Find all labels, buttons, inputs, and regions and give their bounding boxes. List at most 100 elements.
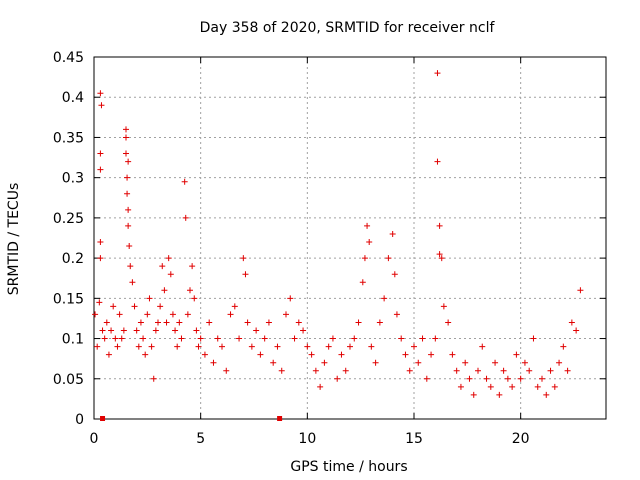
y-tick-label: 0.05 bbox=[53, 372, 84, 388]
x-tick-label: 0 bbox=[90, 431, 99, 447]
data-point bbox=[526, 367, 533, 374]
data-point bbox=[214, 335, 221, 342]
data-point bbox=[496, 391, 503, 398]
data-point bbox=[137, 319, 144, 326]
data-point bbox=[291, 335, 298, 342]
data-point bbox=[479, 343, 486, 350]
data-point bbox=[155, 319, 161, 326]
data-point bbox=[197, 335, 204, 342]
data-point bbox=[131, 303, 138, 310]
data-point bbox=[176, 319, 183, 326]
data-point bbox=[126, 243, 133, 250]
data-point bbox=[419, 335, 426, 342]
data-point bbox=[568, 319, 575, 326]
y-tick-label: 0.45 bbox=[53, 50, 84, 66]
data-point bbox=[312, 367, 319, 374]
data-point bbox=[334, 375, 341, 382]
chart-title: Day 358 of 2020, SRMTID for receiver ncl… bbox=[200, 20, 496, 36]
data-point bbox=[167, 271, 174, 278]
data-point bbox=[504, 375, 511, 382]
data-point bbox=[124, 174, 131, 181]
data-point bbox=[406, 367, 413, 374]
data-point bbox=[240, 255, 247, 262]
y-tick-label: 0.3 bbox=[62, 171, 84, 187]
data-point bbox=[201, 351, 208, 358]
data-point bbox=[361, 255, 368, 262]
data-point bbox=[133, 327, 140, 334]
data-point bbox=[236, 335, 243, 342]
data-point bbox=[148, 343, 155, 350]
data-point bbox=[415, 359, 422, 366]
y-axis-ticks: 0 0.05 0.1 0.15 0.2 0.25 0.3 0.35 0.4 0.45 bbox=[53, 50, 606, 428]
data-point bbox=[351, 335, 358, 342]
data-point bbox=[146, 295, 153, 302]
data-point bbox=[438, 255, 445, 262]
plot-frame bbox=[93, 56, 607, 420]
data-point bbox=[169, 311, 176, 318]
y-axis-label: SRMTID / TECUs bbox=[6, 183, 22, 296]
data-point bbox=[577, 287, 584, 294]
data-point bbox=[174, 343, 181, 350]
data-point bbox=[470, 391, 477, 398]
data-point bbox=[161, 287, 168, 294]
data-point bbox=[105, 351, 112, 358]
data-point bbox=[338, 351, 345, 358]
data-point bbox=[449, 351, 456, 358]
data-point bbox=[187, 287, 193, 294]
data-point bbox=[257, 351, 264, 358]
data-point bbox=[92, 311, 99, 318]
data-point bbox=[191, 295, 198, 302]
data-point bbox=[123, 134, 129, 141]
data-point bbox=[165, 255, 172, 262]
data-point bbox=[509, 383, 516, 390]
bottom-marker bbox=[277, 416, 283, 421]
data-point bbox=[428, 351, 435, 358]
x-tick-label: 20 bbox=[512, 431, 530, 447]
data-point bbox=[359, 279, 366, 286]
data-point bbox=[270, 359, 277, 366]
data-point bbox=[210, 359, 217, 366]
data-points bbox=[92, 70, 584, 398]
data-point bbox=[475, 367, 481, 374]
data-point bbox=[398, 335, 405, 342]
data-point bbox=[368, 343, 375, 350]
data-point bbox=[172, 327, 179, 334]
data-point bbox=[462, 359, 469, 366]
data-point bbox=[556, 359, 563, 366]
data-point bbox=[129, 279, 136, 286]
data-point bbox=[551, 383, 558, 390]
data-point bbox=[560, 343, 567, 350]
data-point bbox=[227, 311, 234, 318]
data-point bbox=[500, 367, 507, 374]
data-point bbox=[261, 335, 268, 342]
data-point bbox=[142, 351, 149, 358]
data-point bbox=[436, 251, 443, 258]
data-point bbox=[411, 343, 417, 350]
data-point bbox=[530, 335, 537, 342]
data-point bbox=[244, 319, 251, 326]
data-point bbox=[101, 335, 108, 342]
data-point bbox=[517, 375, 524, 382]
data-point bbox=[94, 343, 101, 350]
data-point bbox=[231, 303, 238, 310]
bottom-marker bbox=[100, 416, 106, 421]
x-axis-label: GPS time / hours bbox=[290, 459, 407, 475]
data-point bbox=[366, 239, 373, 246]
data-point bbox=[125, 206, 132, 213]
data-point bbox=[513, 351, 520, 358]
data-point bbox=[521, 359, 528, 366]
data-point bbox=[321, 359, 328, 366]
data-point bbox=[440, 303, 447, 310]
data-point bbox=[372, 359, 379, 366]
data-point bbox=[123, 150, 129, 157]
data-point bbox=[364, 222, 371, 229]
data-point bbox=[103, 319, 110, 326]
x-tick-label: 15 bbox=[405, 431, 423, 447]
grid bbox=[94, 57, 606, 419]
data-point bbox=[434, 70, 441, 77]
data-point bbox=[423, 375, 430, 382]
y-tick-label: 0.15 bbox=[53, 291, 84, 307]
data-point bbox=[434, 158, 441, 165]
data-point bbox=[329, 335, 336, 342]
